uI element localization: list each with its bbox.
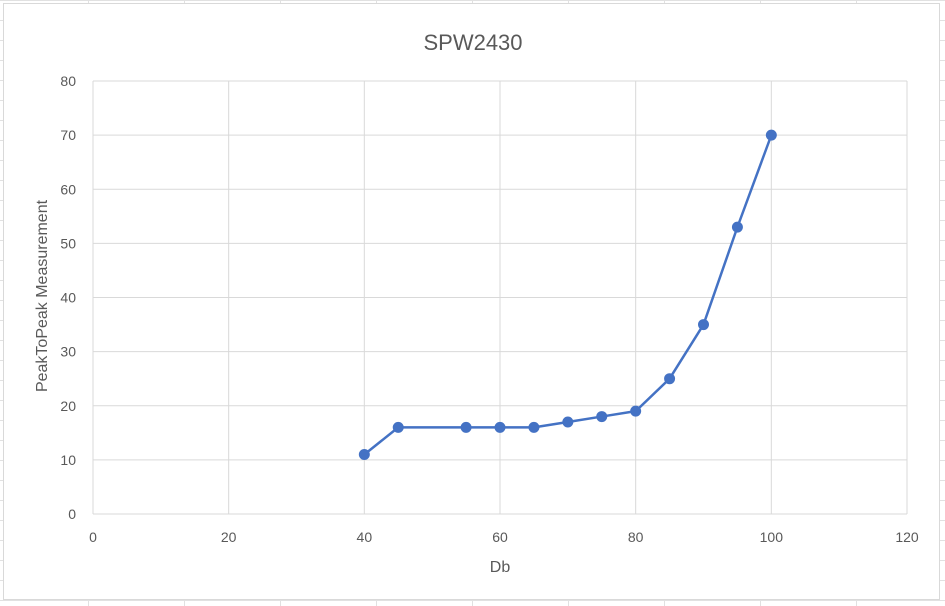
gridlines bbox=[92, 80, 908, 515]
chart-title: SPW2430 bbox=[423, 30, 522, 55]
data-point bbox=[358, 448, 370, 460]
y-tick-label: 50 bbox=[60, 235, 76, 251]
data-point bbox=[630, 405, 642, 417]
chart-area[interactable] bbox=[3, 3, 940, 600]
data-markers bbox=[358, 129, 777, 460]
x-tick-label: 100 bbox=[760, 529, 784, 545]
y-axis-title: PeakToPeak Measurement bbox=[34, 199, 51, 392]
x-tick-label: 20 bbox=[221, 529, 237, 545]
y-axis-tick-labels: 0 10 20 30 40 50 60 70 80 bbox=[60, 73, 76, 522]
data-point bbox=[460, 421, 472, 433]
x-tick-label: 40 bbox=[357, 529, 373, 545]
series-line bbox=[363, 134, 773, 456]
x-axis-title: Db bbox=[490, 559, 511, 576]
x-tick-label: 120 bbox=[895, 529, 919, 545]
data-point bbox=[731, 221, 743, 233]
data-point bbox=[528, 421, 540, 433]
data-point bbox=[562, 416, 574, 428]
y-tick-label: 10 bbox=[60, 452, 76, 468]
data-point bbox=[698, 319, 709, 331]
y-tick-label: 80 bbox=[60, 73, 76, 89]
data-point bbox=[494, 421, 506, 433]
x-axis-tick-labels: 0 20 40 60 80 100 120 bbox=[89, 529, 919, 545]
y-tick-label: 40 bbox=[60, 290, 76, 306]
x-tick-label: 80 bbox=[628, 529, 644, 545]
y-tick-label: 60 bbox=[60, 181, 76, 197]
x-tick-label: 60 bbox=[492, 529, 508, 545]
data-point bbox=[392, 421, 404, 433]
y-tick-label: 0 bbox=[68, 506, 76, 522]
series-line-group bbox=[363, 134, 773, 456]
y-tick-label: 30 bbox=[60, 344, 76, 360]
y-tick-label: 70 bbox=[60, 127, 76, 143]
y-tick-label: 20 bbox=[60, 398, 76, 414]
data-point bbox=[765, 129, 777, 141]
data-point bbox=[664, 373, 676, 385]
x-tick-label: 0 bbox=[89, 529, 97, 545]
data-point bbox=[596, 411, 608, 423]
